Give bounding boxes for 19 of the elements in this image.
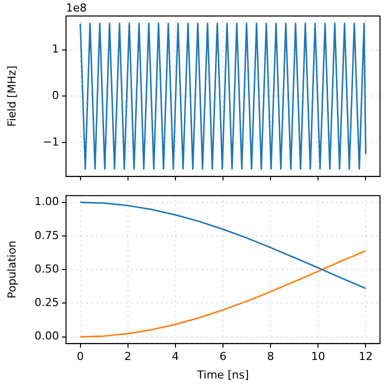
y-tick-label: 0.75	[34, 228, 59, 242]
y-tick-label: −1	[42, 135, 59, 148]
y-tick-label: 1.00	[34, 195, 59, 208]
y-tick-label: 0.00	[34, 330, 59, 343]
x-tick-label: 10	[311, 350, 326, 364]
y-tick-label: 0	[52, 89, 59, 102]
text: 1e8	[66, 1, 87, 14]
y-tick-label: 0.25	[34, 296, 59, 310]
y-tick-label: 1	[52, 42, 59, 56]
y-axis-title: Field [MHz]	[5, 66, 18, 127]
x-tick-label: 12	[358, 350, 373, 364]
y-axis-title: Population	[5, 240, 18, 298]
x-tick-label: 4	[172, 350, 179, 364]
x-axis-title: Time [ns]	[196, 368, 249, 382]
x-tick-label: 8	[267, 350, 274, 364]
x-tick-label: 6	[220, 350, 226, 364]
x-tick-label: 2	[124, 350, 132, 364]
y-tick-label: 0.50	[34, 262, 59, 276]
x-tick-label: 0	[76, 350, 84, 364]
